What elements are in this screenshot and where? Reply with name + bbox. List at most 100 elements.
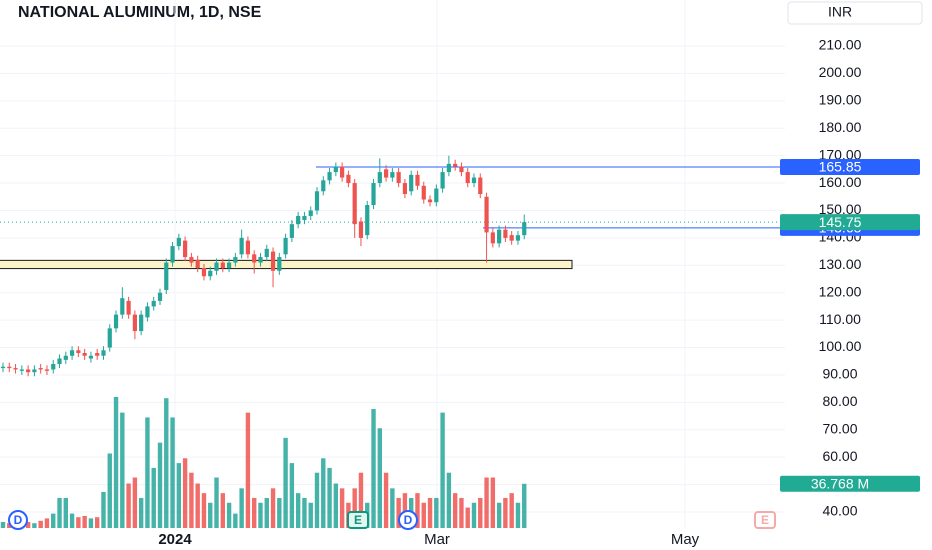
volume-bar [509,493,514,528]
volume-bar [245,412,251,528]
candle-body [402,183,408,195]
candle-body [189,257,194,263]
event-marker [398,510,418,530]
volume-bar [51,513,56,528]
zone-layer [0,259,573,270]
candle-body [396,172,401,184]
volume-bar [277,497,282,528]
candle-body [19,369,24,371]
volume-bar [515,502,521,528]
volume-bar [95,517,100,528]
volume-bar [25,521,31,528]
volume-bar [478,497,483,528]
volume-bar [302,497,307,528]
candle-body [13,368,18,370]
y-tick-label: 40.00 [822,503,857,519]
candle-body [214,262,219,271]
volume-bar [44,518,50,528]
volume-bar [289,463,295,528]
candle-body [145,306,150,318]
volume-bar [339,488,345,528]
candle-body [170,246,175,263]
candle-body [76,350,81,354]
level-tag: 165.85 [819,159,862,175]
candle-body [57,358,62,364]
candle-body [327,172,332,181]
candle-body [176,237,181,247]
volume-bar [333,483,339,528]
volume-bar [57,497,62,528]
volume-bar [358,472,364,528]
candle-body [515,235,521,241]
last-price-tag: 145.75 [819,214,862,230]
volume-bar [390,488,395,528]
volume-bar [484,477,489,528]
currency-box[interactable] [787,1,923,25]
candle-body [478,177,483,195]
candle-body [503,229,508,238]
candle-body [453,163,458,167]
candle-body [459,166,464,173]
volume-bar [239,488,244,528]
candle-body [371,183,376,205]
volume-bar [195,483,200,528]
candle-body [63,355,68,360]
x-tick-label: 2024 [158,531,192,548]
candle-body [258,257,263,263]
candle-body [7,366,12,369]
candle-body [415,174,420,186]
volume-bar [176,463,182,528]
volume-bar [295,493,301,528]
volume-bar [189,472,194,528]
candle-body [289,224,294,238]
volume-bar [145,417,150,528]
volume-bar [132,477,138,528]
volume-bar [233,513,238,528]
candle-body [101,350,106,356]
y-tick-label: 210.00 [819,37,862,53]
candle-body [120,298,125,315]
candle-body [226,262,232,269]
volume-bar [126,483,131,528]
candle-body [509,235,514,241]
volume-bar [421,502,426,528]
candle-body [346,174,351,184]
candle-body [440,172,445,189]
candle-body [139,314,144,332]
volume-bar [490,477,496,528]
volume-bar [446,472,452,528]
volume-bar [321,458,326,528]
volume-bar [69,513,75,528]
y-tick-label: 160.00 [819,174,862,190]
volume-bar [465,507,470,528]
volume-bar [101,491,106,528]
candle-body [107,328,112,348]
volume-bar [427,497,433,528]
chart-title: NATIONAL ALUMINUM, 1D, NSE [18,4,262,21]
volume-bar [170,417,175,528]
currency[interactable]: INR [828,4,852,20]
candle-body [82,353,87,356]
volume-bar [63,497,68,528]
candles-layer [0,155,527,377]
candle-body [95,353,100,356]
candle-body [383,169,389,178]
candle-body [51,363,56,370]
volume-tag-bg [780,475,920,492]
volume-bar [415,493,420,528]
volume-bar [327,467,332,528]
candle-body [421,185,426,200]
candle-body [446,163,451,173]
volume-bar [314,472,320,528]
volume-bar [182,458,188,528]
volume-bar [283,437,288,528]
candle-body [302,215,307,221]
candle-body [195,259,200,269]
candle-body [434,188,439,203]
last-price-tag-bg [780,214,920,231]
vol-layer [0,397,527,528]
volume-bar [208,502,213,528]
event-marker [8,510,28,530]
